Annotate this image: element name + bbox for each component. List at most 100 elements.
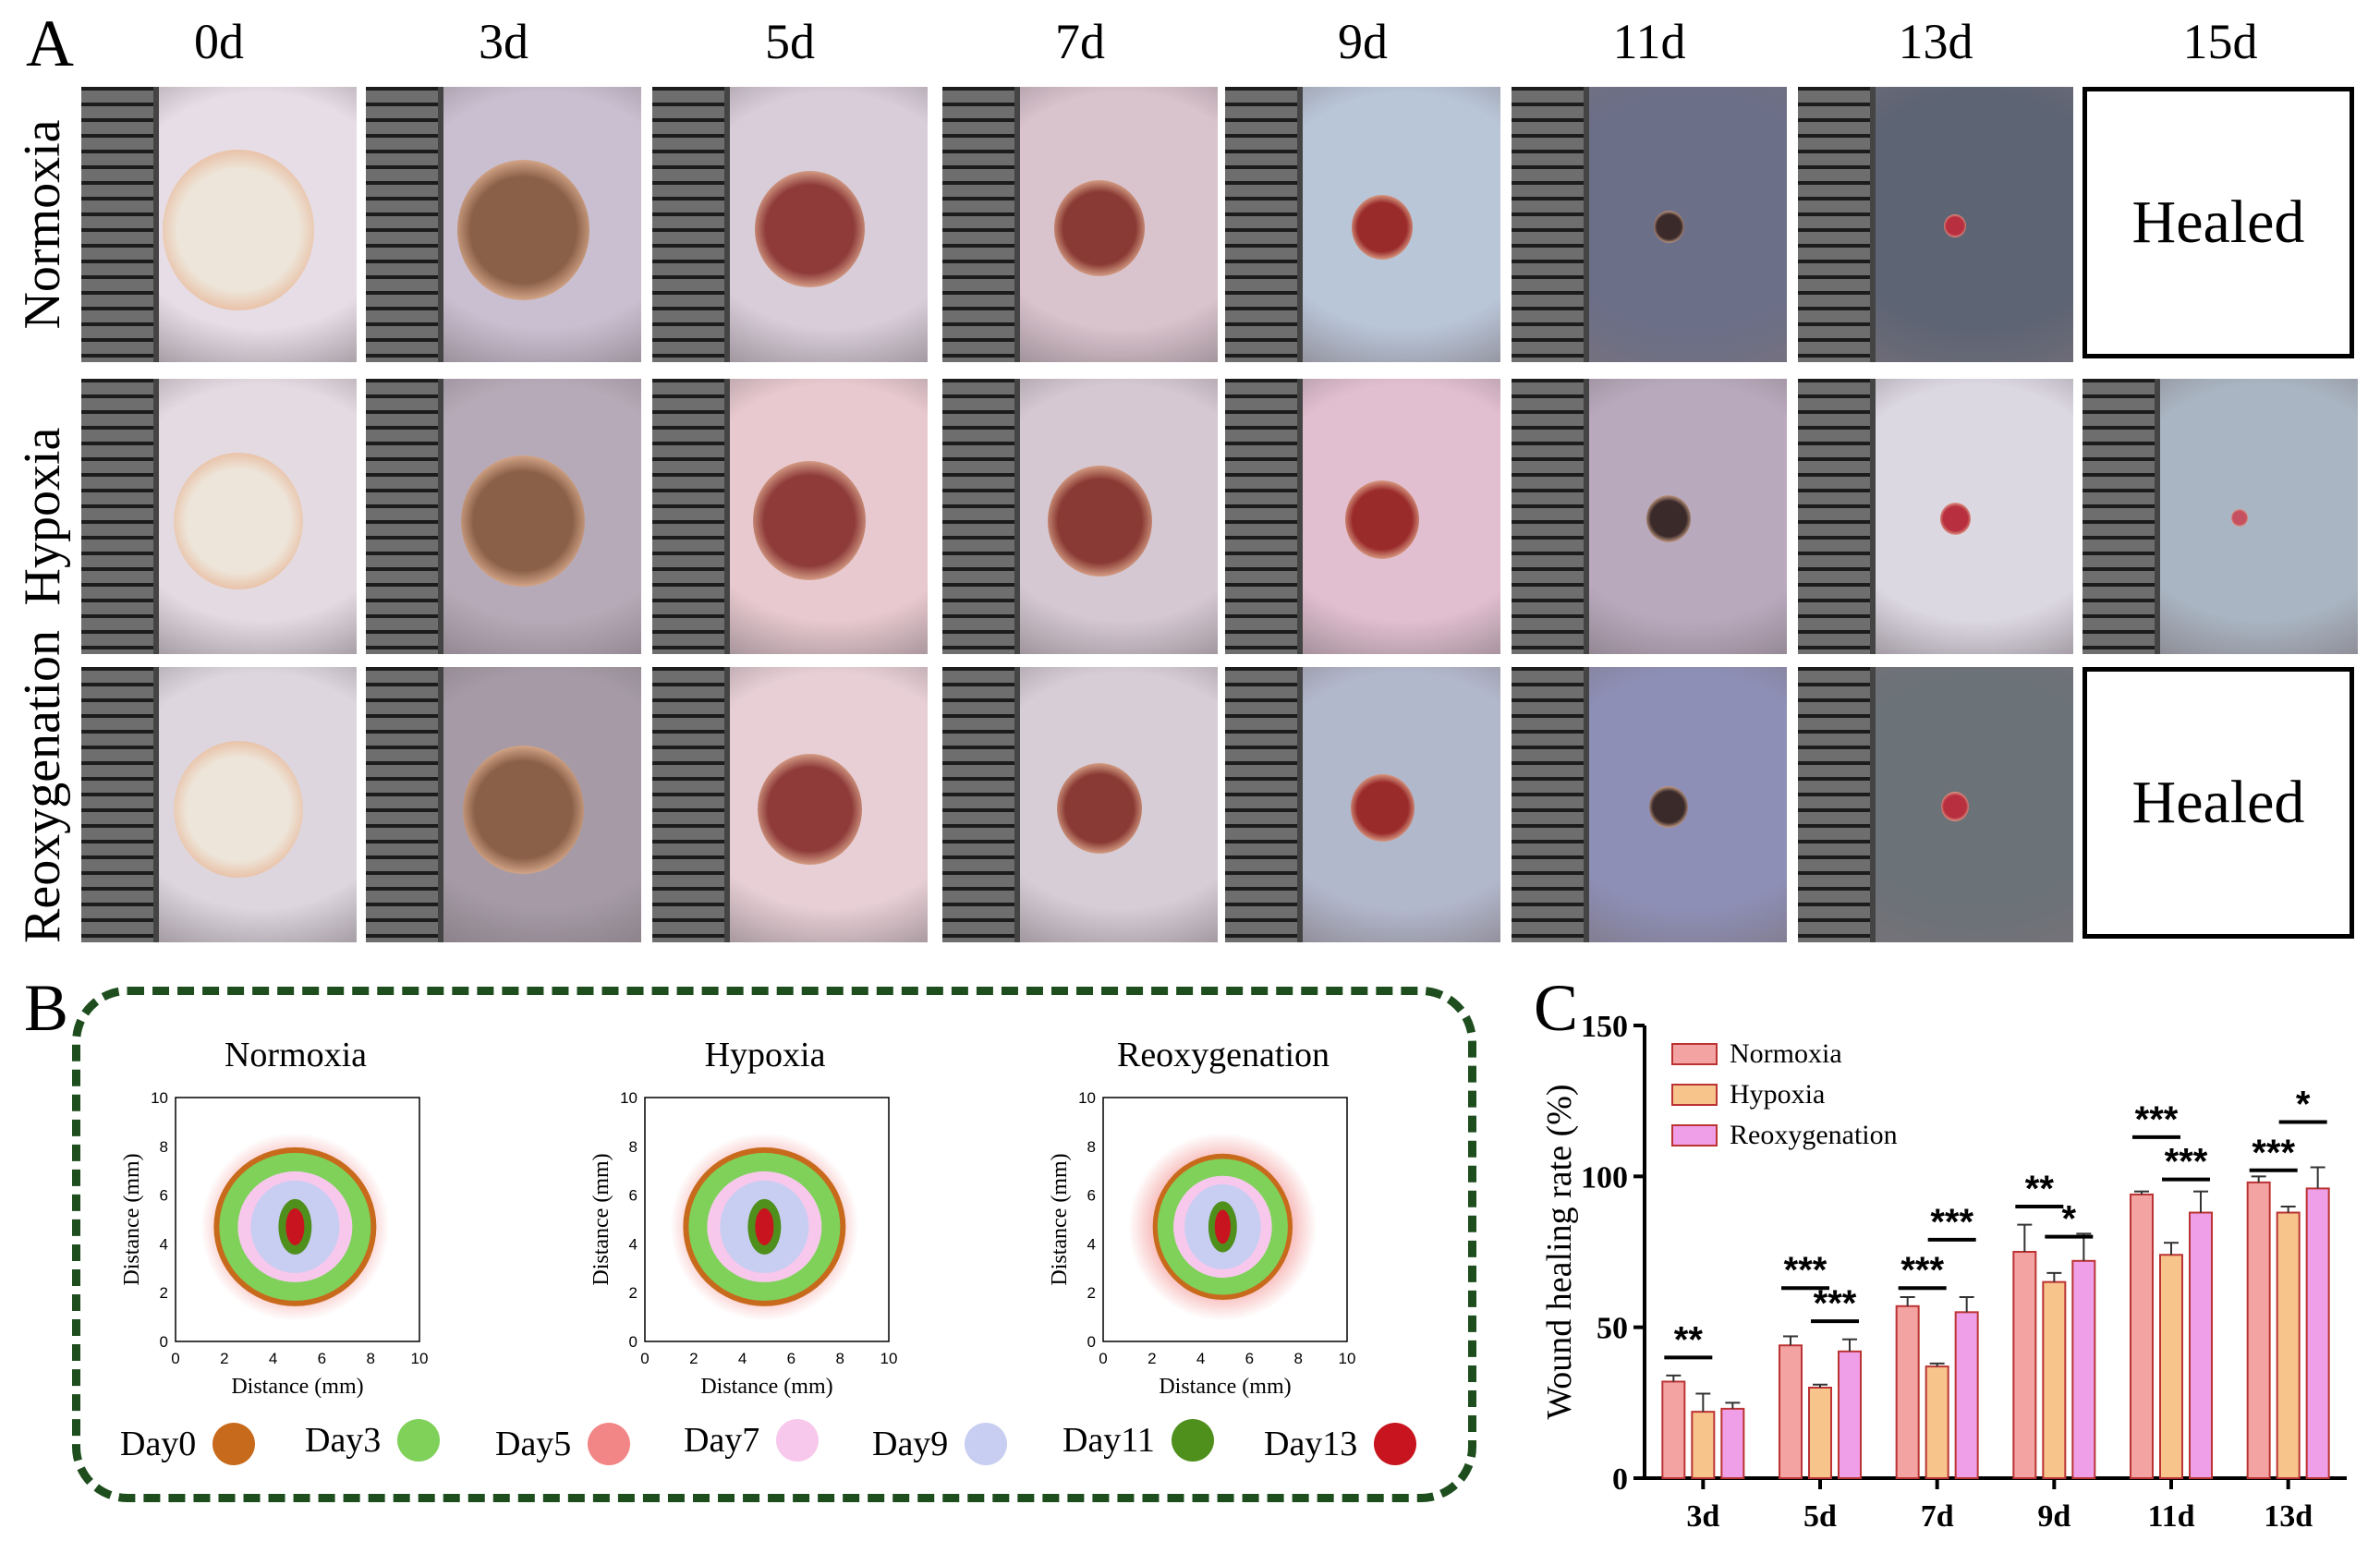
column-label-9d: 9d: [1338, 14, 1388, 69]
significance-label: ***: [1784, 1250, 1828, 1291]
wound-photo: [366, 667, 641, 942]
bar-hypoxia-13d: [2276, 1211, 2301, 1480]
y-tick-label: 2: [629, 1284, 638, 1302]
legend-swatch: [776, 1419, 820, 1462]
legend-label-reoxygenation: Reoxygenation: [1730, 1120, 1898, 1150]
contour-plot-hypoxia: 00 2 2 4 4 6 6 8 8 10 10 Distance (mm) Distance (mm): [589, 1089, 898, 1399]
column-label-13d: 13d: [1898, 14, 1973, 69]
legend-item-day11: Day11: [1062, 1419, 1214, 1462]
y-tick-label: 6: [629, 1187, 638, 1205]
significance-label: ***: [1900, 1250, 1944, 1291]
y-tick-label: 4: [160, 1235, 168, 1253]
column-label-0d: 0d: [194, 14, 244, 69]
legend-swatch: [1374, 1423, 1417, 1465]
significance-label: ***: [1930, 1202, 1973, 1243]
ruler-edge: [1297, 667, 1303, 942]
ruler-edge: [438, 87, 443, 362]
wound-photo: [1225, 667, 1500, 942]
column-label-3d: 3d: [479, 14, 528, 69]
wound-photo: [1512, 379, 1787, 654]
x-tick-label: 11d: [2147, 1499, 2194, 1534]
bar-reoxygenation-11d: [2189, 1211, 2213, 1480]
y-tick-label: 10: [620, 1089, 638, 1107]
legend-swatch: [397, 1419, 441, 1462]
ruler: [942, 667, 1014, 942]
legend-swatch-normoxia: [1671, 1043, 1718, 1065]
contour-day13: [285, 1207, 305, 1245]
wound-photo: [366, 379, 641, 654]
wound-area: [1047, 465, 1152, 576]
y-tick-label: 6: [1087, 1187, 1096, 1205]
x-tick-label: 8: [835, 1350, 844, 1367]
row-label-normoxia: Normoxia: [14, 119, 71, 330]
significance-label: ***: [1814, 1283, 1857, 1324]
ruler-edge: [1014, 87, 1020, 362]
y-tick-label: 0: [1612, 1462, 1628, 1497]
wound-photo: [942, 87, 1218, 362]
legend-swatch: [965, 1423, 1008, 1465]
wound-area: [754, 170, 865, 287]
contour-plot-normoxia: 00 2 2 4 4 6 6 8 8 10 10 Distance (mm) Distance (mm): [120, 1089, 428, 1399]
ruler-edge: [1297, 379, 1303, 654]
x-tick-label: 6: [318, 1350, 326, 1367]
ruler-edge: [1870, 379, 1876, 654]
wound-area: [1944, 214, 1966, 237]
ruler: [1225, 667, 1297, 942]
bar-reoxygenation-3d: [1720, 1407, 1745, 1479]
ruler: [1225, 87, 1297, 362]
ruler-edge: [153, 379, 159, 654]
legend-item-day0: Day0: [120, 1423, 256, 1465]
wound-area: [1057, 763, 1142, 854]
column-label-7d: 7d: [1055, 14, 1105, 69]
legend-label: Day11: [1062, 1421, 1155, 1460]
ruler-edge: [438, 667, 443, 942]
bar-normoxia-9d: [2012, 1251, 2037, 1479]
x-tick-label: 0: [171, 1350, 179, 1367]
legend-label: Day7: [684, 1421, 760, 1460]
x-tick-label: 7d: [1921, 1499, 1954, 1534]
wound-photo: [81, 667, 357, 942]
x-tick-label: 0: [1099, 1350, 1107, 1367]
ruler: [1225, 379, 1297, 654]
plot-frame: [175, 1097, 420, 1342]
ruler-edge: [1014, 667, 1020, 942]
wound-photo: [1798, 87, 2073, 362]
legend-label: Day3: [305, 1421, 382, 1460]
x-tick-label: 13d: [2264, 1499, 2313, 1534]
x-tick-label: 5d: [1803, 1499, 1837, 1534]
ruler-edge: [153, 87, 159, 362]
wound-photo: [2082, 379, 2358, 654]
x-tick-label: 10: [880, 1350, 898, 1367]
bar-normoxia-7d: [1895, 1304, 1920, 1479]
wound-area: [757, 753, 862, 865]
y-tick-label: 150: [1581, 1010, 1628, 1044]
panel-b-frame: [72, 987, 1476, 1502]
wound-photo: [81, 379, 357, 654]
wound-photo: [366, 87, 641, 362]
x-axis-label: Distance (mm): [1159, 1375, 1291, 1399]
wound-photo: [652, 379, 928, 654]
wound-area: [174, 741, 303, 878]
wound-photo: [1512, 667, 1787, 942]
legend-item-day7: Day7: [684, 1419, 820, 1462]
x-tick-label: 6: [1245, 1350, 1254, 1367]
ruler-edge: [1584, 87, 1589, 362]
wound-photo: [81, 87, 357, 362]
y-tick-label: 0: [160, 1333, 168, 1351]
ruler: [942, 379, 1014, 654]
contour-plot-reoxygenation: 00 2 2 4 4 6 6 8 8 10 10 Distance (mm) Distance (mm): [1048, 1089, 1355, 1399]
ruler-edge: [1297, 87, 1303, 362]
bar-reoxygenation-5d: [1838, 1350, 1862, 1479]
plot-frame: [1102, 1097, 1348, 1342]
wound-photo: [652, 87, 928, 362]
significance-label: **: [2025, 1169, 2055, 1209]
significance-label: *: [2062, 1199, 2077, 1240]
x-axis-label: Distance (mm): [700, 1375, 832, 1399]
wound-area: [1649, 786, 1688, 828]
healed-box-normoxia: Healed: [2082, 87, 2354, 358]
bar-normoxia-13d: [2246, 1181, 2271, 1479]
column-label-15d: 15d: [2182, 14, 2258, 69]
ruler-edge: [724, 667, 730, 942]
healed-box-reoxygenation: Healed: [2082, 667, 2354, 939]
ruler-edge: [2155, 379, 2160, 654]
